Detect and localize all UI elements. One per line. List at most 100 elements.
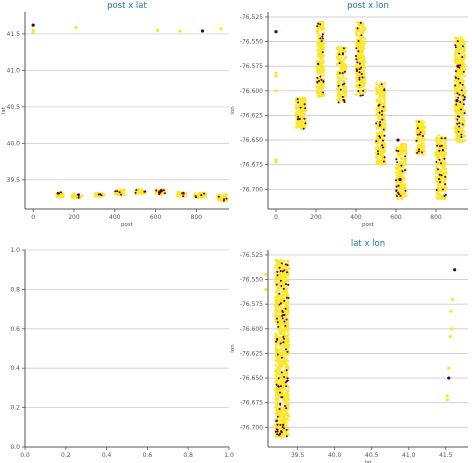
point — [380, 85, 383, 88]
point — [301, 125, 305, 129]
point — [284, 381, 287, 384]
point — [274, 430, 277, 433]
chart-title: post x lat — [107, 1, 147, 11]
point — [358, 78, 361, 81]
point — [438, 149, 441, 152]
point — [461, 140, 464, 144]
point — [423, 150, 426, 153]
point — [164, 192, 166, 195]
point — [439, 181, 441, 184]
point — [450, 327, 454, 331]
point — [382, 146, 384, 149]
point — [286, 271, 289, 274]
point — [301, 117, 305, 121]
point — [274, 435, 278, 439]
point — [276, 415, 279, 418]
point — [375, 92, 379, 95]
point — [315, 67, 319, 71]
point — [443, 197, 447, 201]
point — [379, 90, 383, 93]
point — [358, 71, 361, 74]
point — [339, 94, 343, 97]
point — [355, 29, 359, 33]
y-tick-label: -76.700 — [240, 186, 263, 193]
point — [382, 122, 386, 126]
point — [462, 48, 466, 52]
point — [461, 61, 464, 65]
point — [435, 163, 439, 167]
x-tick-label: 41.0 — [402, 452, 416, 459]
point — [356, 66, 359, 69]
point — [275, 383, 278, 386]
point — [445, 394, 449, 398]
point — [283, 271, 287, 275]
point — [456, 64, 460, 68]
point — [282, 297, 285, 301]
y-tick-label: 0.4 — [10, 365, 20, 372]
point — [278, 288, 281, 292]
point — [376, 157, 380, 161]
points — [264, 258, 457, 439]
x-tick-label: 800 — [430, 214, 442, 221]
point — [296, 106, 300, 109]
point — [58, 192, 60, 195]
point — [399, 160, 402, 164]
point — [461, 57, 464, 60]
point — [280, 418, 284, 422]
point — [338, 77, 341, 80]
point — [286, 377, 289, 380]
point — [279, 391, 281, 394]
point — [404, 158, 407, 162]
point — [298, 118, 301, 120]
point — [422, 144, 426, 148]
point — [395, 171, 398, 174]
point — [438, 156, 441, 160]
point — [320, 40, 323, 43]
point — [416, 133, 419, 136]
point — [459, 101, 462, 104]
point — [375, 112, 378, 116]
point — [355, 93, 358, 96]
point — [357, 34, 361, 37]
point — [395, 149, 398, 152]
point — [343, 57, 347, 60]
point — [286, 396, 290, 400]
point — [436, 142, 439, 145]
point — [286, 316, 289, 319]
point — [278, 412, 281, 416]
point — [280, 393, 284, 397]
point — [383, 143, 387, 146]
point — [359, 21, 362, 24]
point — [284, 324, 287, 327]
point — [460, 136, 463, 138]
point — [403, 143, 407, 146]
y-tick-label: -76.675 — [240, 162, 263, 169]
point — [116, 190, 119, 193]
point — [415, 139, 418, 142]
point — [383, 134, 386, 137]
point — [357, 40, 360, 43]
point — [321, 35, 324, 38]
point — [359, 90, 363, 93]
point — [396, 161, 399, 164]
point — [275, 420, 278, 422]
point — [316, 87, 320, 90]
x-tick-label: 40.5 — [365, 452, 379, 459]
x-tick-label: 200 — [310, 214, 322, 221]
point — [285, 435, 288, 438]
point — [322, 53, 325, 57]
point — [461, 117, 464, 120]
point — [286, 329, 290, 332]
point — [363, 37, 367, 40]
x-tick-label: 0.2 — [61, 452, 71, 459]
point — [137, 188, 140, 191]
point — [200, 195, 204, 199]
point — [404, 145, 408, 149]
point — [287, 267, 290, 271]
point — [342, 52, 344, 55]
y-tick-label: -76.650 — [240, 375, 263, 382]
point — [274, 373, 278, 377]
x-tick-label: 0.0 — [20, 452, 30, 459]
point — [276, 274, 279, 277]
point — [278, 408, 281, 410]
